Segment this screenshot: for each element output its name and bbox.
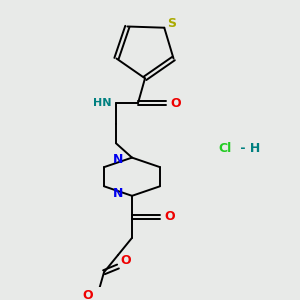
Text: HN: HN — [93, 98, 111, 108]
Text: O: O — [171, 97, 181, 110]
Text: N: N — [113, 153, 123, 166]
Text: O: O — [83, 289, 93, 300]
Text: Cl: Cl — [218, 142, 231, 154]
Text: O: O — [121, 254, 131, 267]
Text: - H: - H — [236, 142, 260, 154]
Text: S: S — [167, 17, 176, 30]
Text: N: N — [113, 188, 123, 200]
Text: O: O — [165, 210, 175, 223]
